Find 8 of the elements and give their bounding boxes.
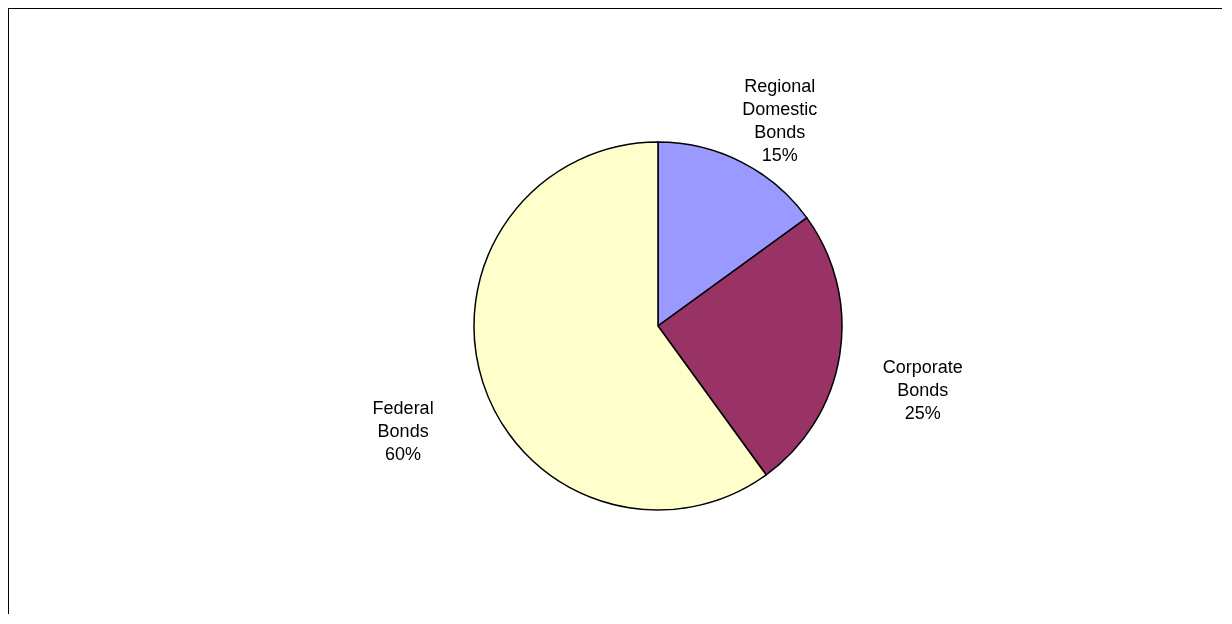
- data-label: 60%: [385, 443, 422, 464]
- slice-label: Federal Bonds: [372, 397, 434, 441]
- slice-label: Regional Domestic Bonds: [742, 76, 818, 143]
- data-label: 25%: [904, 402, 941, 423]
- data-label: 15%: [761, 145, 798, 166]
- pie-slice: [657, 141, 808, 327]
- slice-label: Corporate Bonds: [882, 356, 963, 400]
- pie-slice: [657, 217, 843, 476]
